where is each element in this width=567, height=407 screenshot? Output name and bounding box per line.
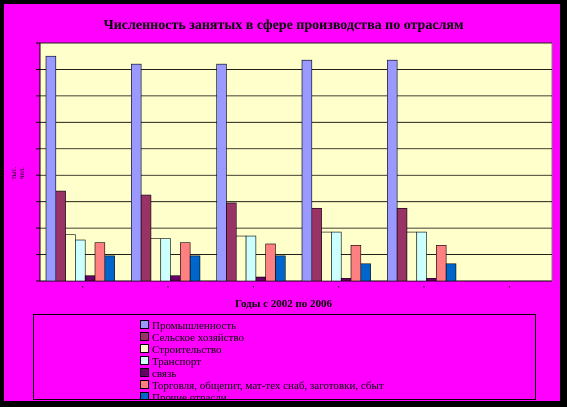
legend-item: Торговля, общепит, мат-тех снаб, заготов… [140, 380, 384, 392]
chart-title: Численность занятых в сфере производства… [103, 18, 464, 33]
bar [160, 238, 171, 282]
bar [45, 55, 57, 282]
bar [321, 231, 332, 282]
bar [226, 202, 237, 282]
legend-swatch [140, 320, 149, 329]
bar [331, 231, 342, 282]
bar [245, 235, 257, 282]
bar [170, 275, 181, 282]
bar [235, 235, 247, 282]
legend-item: Промышленность [140, 320, 236, 332]
legend-swatch [140, 332, 149, 341]
bar [426, 278, 437, 282]
bar [75, 239, 86, 282]
legend-label: Строительство [152, 344, 222, 356]
legend-label: Торговля, общепит, мат-тех снаб, заготов… [152, 380, 384, 392]
legend-swatch [140, 380, 149, 389]
bar [301, 59, 313, 282]
bar [140, 194, 152, 282]
bar [360, 263, 371, 282]
legend-swatch [140, 344, 149, 353]
bar [275, 255, 286, 282]
bar [436, 245, 447, 282]
bar [180, 242, 191, 282]
legend-swatch [140, 368, 149, 377]
legend-label: связь [152, 368, 177, 380]
bar [84, 275, 96, 282]
bar [150, 238, 162, 282]
bar [104, 255, 115, 282]
legend: Промышленность Сельское хозяйство Строител… [33, 314, 536, 400]
legend-label: Промышленность [152, 320, 237, 332]
bar [350, 245, 362, 282]
bar [255, 276, 266, 282]
legend-swatch [140, 356, 149, 365]
legend-item: Строительство [140, 344, 222, 356]
bar [55, 190, 66, 282]
legend-label: Прочие отрасли [152, 392, 227, 400]
legend-label: Сельское хозяйство [152, 332, 244, 344]
bar [131, 63, 142, 282]
legend-item: Транспорт [140, 356, 201, 368]
bar [406, 231, 418, 282]
legend-item: Сельское хозяйство [140, 332, 244, 344]
bar [445, 263, 457, 282]
x-axis-label: Годы с 2002 по 2006 [234, 298, 333, 310]
legend-label: Транспорт [152, 356, 202, 368]
bar [216, 63, 227, 282]
bar [340, 278, 352, 282]
plot-background [39, 42, 553, 282]
bar [94, 242, 106, 282]
legend-item: Прочие отрасли [140, 392, 227, 400]
bar [265, 243, 276, 282]
bar [387, 59, 398, 282]
bar [189, 255, 201, 282]
bar [416, 231, 427, 282]
legend-item: связь [140, 368, 176, 380]
bar [65, 234, 76, 282]
bar [396, 207, 408, 282]
legend-swatch [140, 392, 149, 399]
bar [311, 207, 322, 282]
